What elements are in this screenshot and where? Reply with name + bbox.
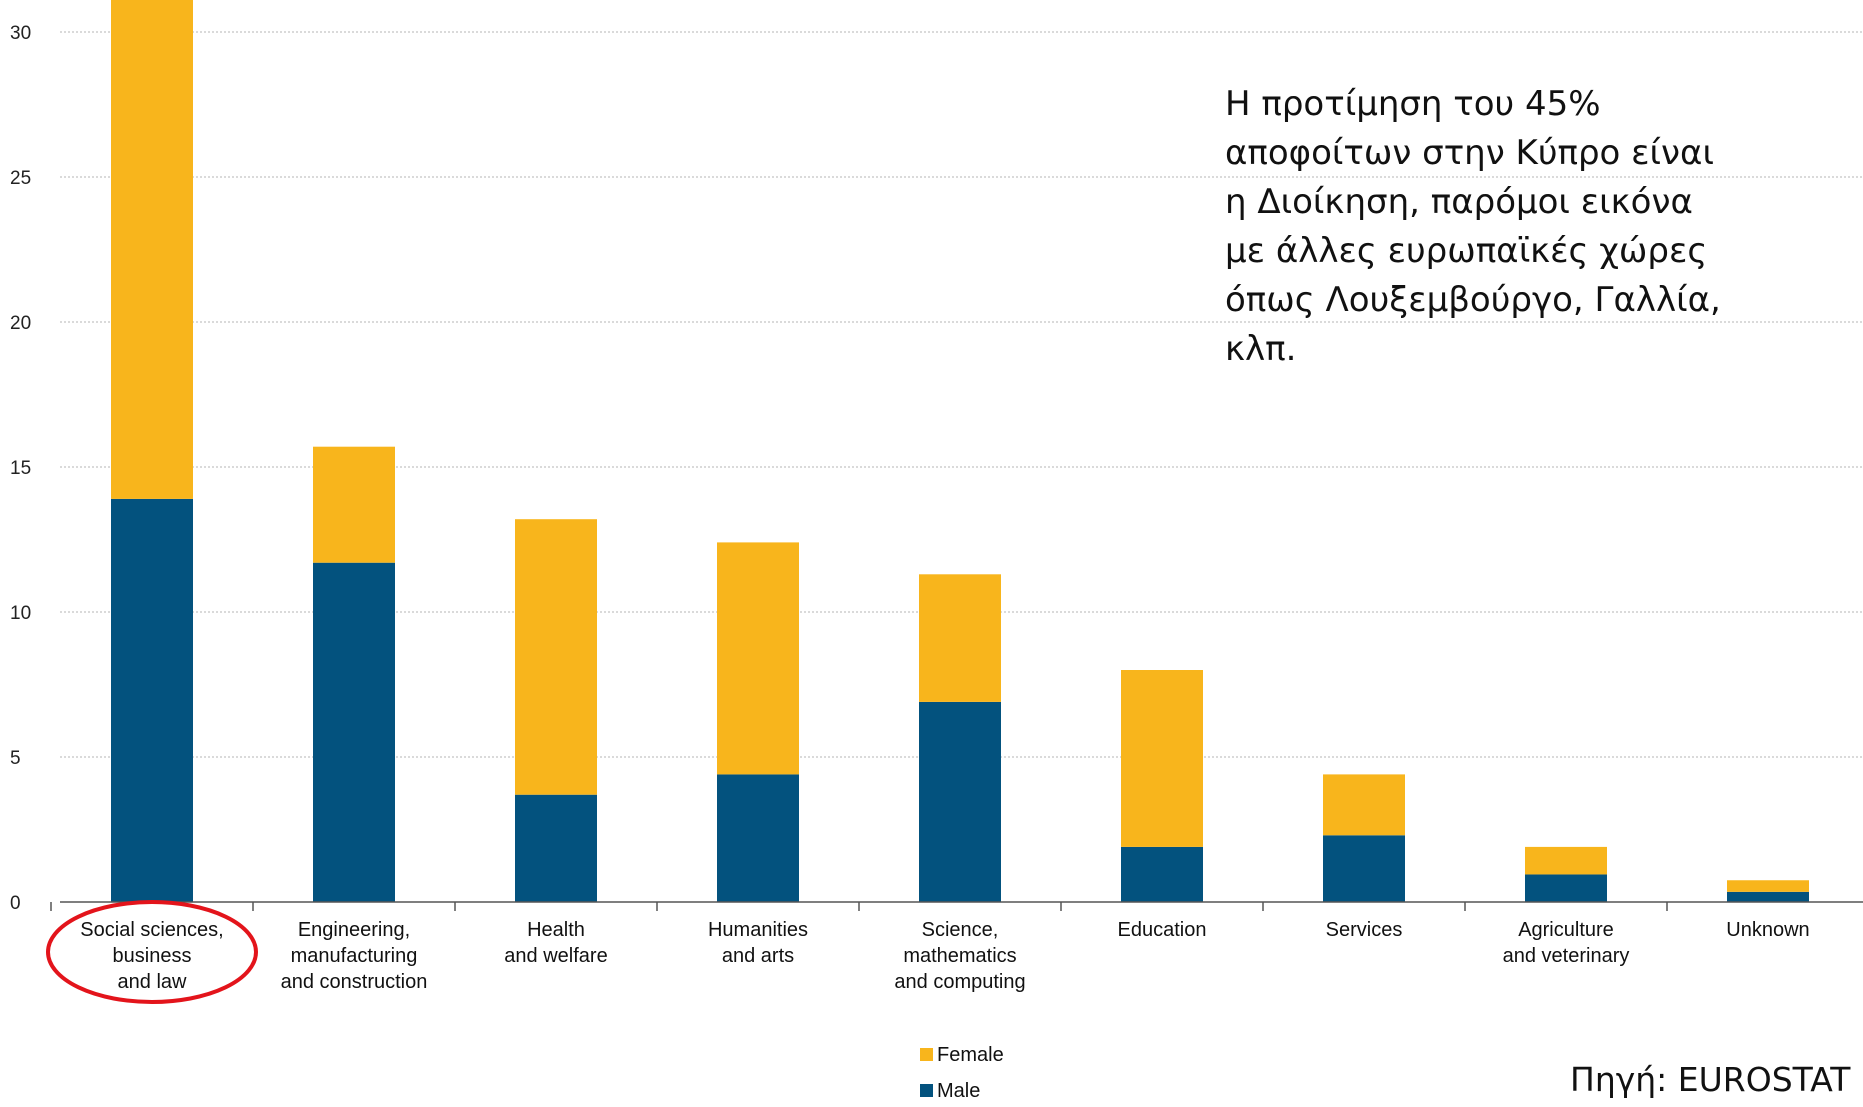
category-label: Education bbox=[1118, 919, 1207, 941]
bar-female bbox=[1121, 670, 1203, 847]
category-label-line: business bbox=[113, 945, 192, 967]
category-label-line: Science, bbox=[922, 919, 999, 941]
annotation-line: κλπ. bbox=[1225, 329, 1297, 369]
category-label-line: and law bbox=[118, 971, 187, 993]
bar-male bbox=[1323, 835, 1405, 902]
bar-female bbox=[1727, 880, 1809, 892]
category-label-line: Social sciences, bbox=[80, 919, 223, 941]
category-label-line: Education bbox=[1118, 919, 1207, 941]
y-axis-ticks: 0 5 10 15 20 25 30 bbox=[10, 23, 31, 914]
annotation-line: με άλλες ευρωπαϊκές χώρες bbox=[1225, 231, 1708, 271]
category-label-line: Unknown bbox=[1726, 919, 1809, 941]
bar-female bbox=[919, 574, 1001, 702]
annotation-line: η Διοίκηση, παρόμοι εικόνα bbox=[1225, 182, 1693, 222]
y-tick-label: 25 bbox=[10, 168, 31, 189]
bar-female bbox=[515, 519, 597, 795]
y-tick-label: 10 bbox=[10, 603, 31, 624]
category-label-line: Services bbox=[1326, 919, 1403, 941]
bar-female bbox=[111, 0, 193, 499]
bar-male bbox=[111, 498, 193, 902]
y-tick-label: 30 bbox=[10, 23, 31, 44]
bar-male bbox=[919, 701, 1001, 902]
bar-female bbox=[313, 446, 395, 563]
category-label-line: and veterinary bbox=[1503, 945, 1630, 967]
bar-male bbox=[1121, 846, 1203, 902]
legend-label-male: Male bbox=[937, 1080, 980, 1102]
y-tick-label: 20 bbox=[10, 313, 31, 334]
category-label-line: mathematics bbox=[903, 945, 1016, 967]
x-axis bbox=[50, 901, 1863, 911]
bar-male bbox=[1525, 874, 1607, 902]
category-label: Science, mathematics and computing bbox=[894, 919, 1025, 993]
category-label-line: Agriculture bbox=[1518, 919, 1614, 941]
category-label-line: and welfare bbox=[504, 945, 607, 967]
y-tick-label: 0 bbox=[10, 893, 21, 914]
bar-male bbox=[515, 794, 597, 902]
category-label: Services bbox=[1326, 919, 1403, 941]
category-labels: Social sciences, business and law Engineeri… bbox=[80, 919, 1809, 993]
legend-label-female: Female bbox=[937, 1044, 1004, 1066]
bar-female bbox=[1525, 846, 1607, 875]
highlight-ellipse bbox=[46, 900, 258, 1004]
legend: Female Male bbox=[920, 1044, 1004, 1102]
bar-male bbox=[313, 562, 395, 902]
bars bbox=[111, 0, 1809, 902]
category-label: Engineering, manufacturing and constructio… bbox=[281, 919, 428, 993]
category-label-line: and construction bbox=[281, 971, 428, 993]
annotation-line: όπως Λουξεμβούργο, Γαλλία, bbox=[1225, 280, 1721, 320]
source-label: Πηγή: EUROSTAT bbox=[1570, 1060, 1851, 1099]
bar-female bbox=[717, 542, 799, 775]
bar-male bbox=[717, 774, 799, 902]
category-label-line: Engineering, bbox=[298, 919, 410, 941]
category-label-line: and computing bbox=[894, 971, 1025, 993]
annotation-line: Η προτίμηση του 45% bbox=[1225, 84, 1601, 124]
category-label: Humanities and arts bbox=[708, 919, 808, 967]
category-label: Agriculture and veterinary bbox=[1503, 919, 1630, 967]
category-label-line: Humanities bbox=[708, 919, 808, 941]
category-label: Social sciences, business and law bbox=[80, 919, 223, 993]
category-label-line: manufacturing bbox=[291, 945, 418, 967]
category-label-line: Health bbox=[527, 919, 585, 941]
y-tick-label: 15 bbox=[10, 458, 31, 479]
annotation-line: αποφοίτων στην Κύπρο είναι bbox=[1225, 133, 1714, 173]
legend-swatch-female bbox=[920, 1048, 933, 1061]
category-label-line: and arts bbox=[722, 945, 794, 967]
legend-swatch-male bbox=[920, 1084, 933, 1097]
annotation-text: Η προτίμηση του 45% αποφοίτων στην Κύπρο… bbox=[1225, 80, 1845, 374]
category-label: Unknown bbox=[1726, 919, 1809, 941]
y-tick-label: 5 bbox=[10, 748, 21, 769]
bar-female bbox=[1323, 774, 1405, 836]
bar-male bbox=[1727, 891, 1809, 902]
category-label: Health and welfare bbox=[504, 919, 607, 967]
